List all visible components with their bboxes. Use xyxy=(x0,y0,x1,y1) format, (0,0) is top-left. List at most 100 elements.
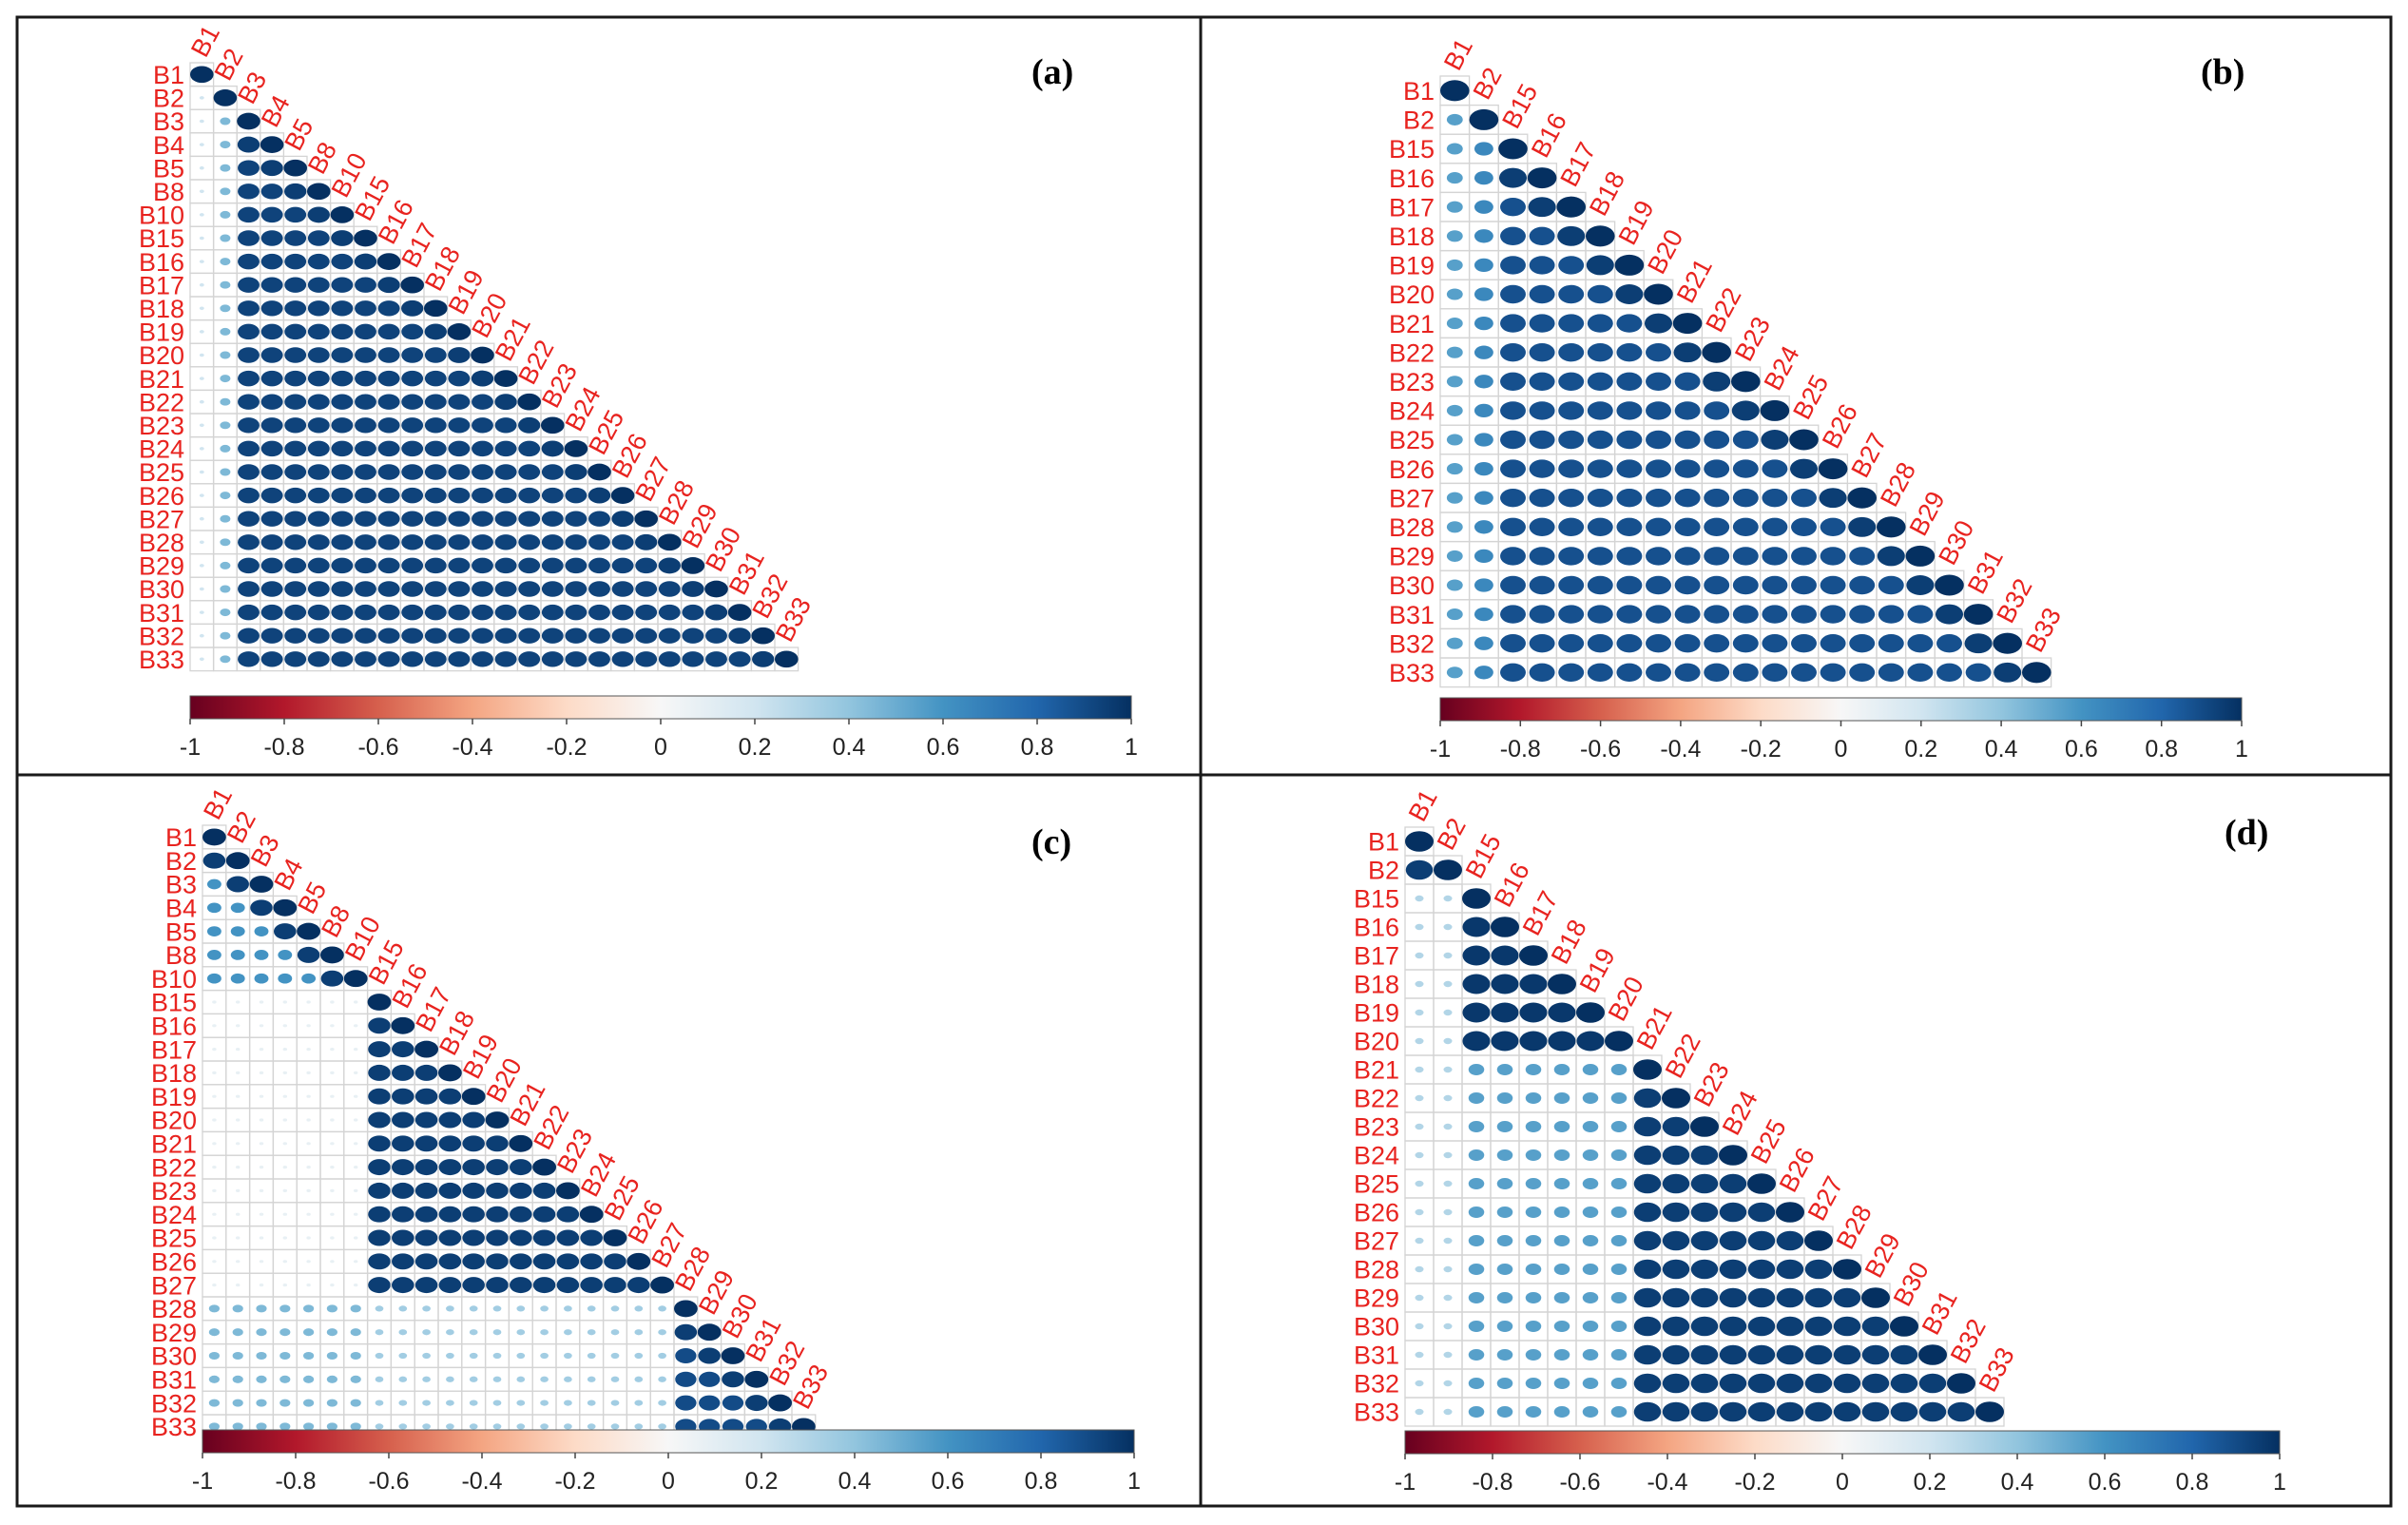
corr-ellipse-B30-B26 xyxy=(1820,575,1846,595)
corr-ellipse-B30-B18 xyxy=(1587,575,1613,595)
corr-ellipse-B33-B19 xyxy=(1582,1406,1599,1418)
corr-ellipse-B10-B2 xyxy=(230,973,245,984)
corr-ellipse-B17-B17 xyxy=(400,276,425,294)
corr-ellipse-B33-B19 xyxy=(1616,663,1643,682)
corr-ellipse-B23-B1 xyxy=(212,1188,217,1193)
row-label-B21: B21 xyxy=(1354,1056,1399,1085)
corr-ellipse-B23-B4 xyxy=(260,417,283,434)
colorbar-tick-label: -0.6 xyxy=(1580,736,1621,762)
corr-ellipse-B26-B2 xyxy=(1443,1208,1453,1216)
corr-ellipse-B32-B24 xyxy=(565,627,588,644)
corr-ellipse-B32-B2 xyxy=(1443,1380,1453,1387)
corr-ellipse-B24-B21 xyxy=(1633,1145,1662,1166)
corr-ellipse-B26-B17 xyxy=(401,487,424,504)
panel-d: (d) B1B2B15B16B17B18B19B20B21B22B23B24B2… xyxy=(1354,785,2286,1496)
corr-ellipse-B27-B26 xyxy=(1819,488,1847,509)
corr-ellipse-B25-B4 xyxy=(260,464,283,480)
corr-ellipse-B15-B8 xyxy=(307,230,330,246)
corr-ellipse-B30-B19 xyxy=(1616,575,1643,595)
corr-ellipse-B31-B18 xyxy=(1587,605,1613,624)
corr-ellipse-B19-B2 xyxy=(1474,258,1493,273)
corr-ellipse-B26-B21 xyxy=(1674,459,1701,478)
corr-ellipse-B25-B24 xyxy=(1719,1173,1747,1194)
corr-ellipse-B24-B2 xyxy=(1443,1151,1453,1159)
corr-ellipse-B32-B8 xyxy=(307,627,330,644)
corr-ellipse-B22-B1 xyxy=(1415,1094,1424,1102)
corr-ellipse-B31-B19 xyxy=(469,1376,478,1382)
row-label-B29: B29 xyxy=(1354,1284,1399,1313)
corr-ellipse-B32-B22 xyxy=(1704,634,1730,653)
corr-ellipse-B26-B2 xyxy=(1474,461,1493,476)
corr-ellipse-B33-B21 xyxy=(494,651,517,667)
corr-ellipse-B33-B18 xyxy=(446,1423,454,1430)
corr-ellipse-B32-B8 xyxy=(326,1399,337,1407)
corr-ellipse-B4-B1 xyxy=(206,902,222,914)
corr-ellipse-B33-B16 xyxy=(1496,1406,1513,1418)
corr-ellipse-B30-B28 xyxy=(1833,1316,1861,1337)
corr-ellipse-B27-B17 xyxy=(1525,1235,1542,1246)
corr-ellipse-B21-B17 xyxy=(1558,314,1585,333)
corr-ellipse-B22-B2 xyxy=(235,1165,241,1169)
corr-ellipse-B25-B17 xyxy=(1525,1178,1542,1189)
corr-ellipse-B8-B5 xyxy=(297,946,320,963)
corr-ellipse-B31-B21 xyxy=(1674,605,1701,624)
corr-ellipse-B32-B26 xyxy=(1820,634,1846,653)
corr-ellipse-B30-B3 xyxy=(256,1351,267,1361)
corr-ellipse-B20-B20 xyxy=(1644,283,1673,305)
corr-ellipse-B29-B25 xyxy=(1747,1287,1776,1308)
corr-ellipse-B27-B19 xyxy=(448,511,471,527)
corr-ellipse-B30-B23 xyxy=(541,581,564,597)
row-label-B2: B2 xyxy=(153,85,184,113)
colorbar-tick-label: -1 xyxy=(180,734,201,761)
corr-ellipse-B17-B1 xyxy=(212,1047,217,1052)
corr-ellipse-B15-B15 xyxy=(1462,888,1491,909)
corr-ellipse-B29-B2 xyxy=(1474,549,1493,564)
colorbar-tick-label: 0.2 xyxy=(1914,1469,1947,1496)
corr-ellipse-B23-B20 xyxy=(472,417,493,434)
corr-ellipse-B19-B19 xyxy=(1614,254,1645,276)
corr-ellipse-B28-B2 xyxy=(1474,520,1493,534)
corr-ellipse-B33-B22 xyxy=(540,1423,549,1430)
corr-ellipse-B31-B19 xyxy=(1582,1349,1599,1361)
corr-ellipse-B32-B5 xyxy=(284,627,307,644)
corr-ellipse-B30-B16 xyxy=(1529,575,1555,595)
corr-ellipse-B4-B4 xyxy=(273,898,298,917)
corr-ellipse-B3-B2 xyxy=(220,117,231,125)
row-label-B27: B27 xyxy=(139,505,184,533)
corr-ellipse-B23-B17 xyxy=(414,1182,438,1199)
corr-ellipse-B22-B5 xyxy=(306,1165,311,1169)
corr-ellipse-B32-B29 xyxy=(1861,1373,1890,1394)
corr-ellipse-B25-B15 xyxy=(1468,1178,1485,1189)
corr-ellipse-B24-B16 xyxy=(1496,1149,1513,1161)
corr-ellipse-B31-B19 xyxy=(448,604,471,621)
corr-ellipse-B28-B18 xyxy=(446,1305,454,1312)
corr-ellipse-B23-B19 xyxy=(1582,1121,1599,1132)
corr-ellipse-B27-B18 xyxy=(1587,489,1613,508)
row-label-B5: B5 xyxy=(165,917,197,946)
corr-ellipse-B22-B16 xyxy=(1496,1092,1513,1104)
corr-ellipse-B25-B23 xyxy=(1690,1173,1719,1194)
corr-ellipse-B16-B2 xyxy=(220,258,231,266)
row-label-B20: B20 xyxy=(1354,1028,1399,1056)
corr-ellipse-B27-B16 xyxy=(377,511,400,527)
corr-ellipse-B20-B1 xyxy=(1415,1037,1424,1045)
corr-ellipse-B28-B16 xyxy=(398,1305,408,1312)
corr-ellipse-B30-B24 xyxy=(587,1352,596,1360)
corr-ellipse-B30-B1 xyxy=(1415,1322,1424,1330)
row-label-B17: B17 xyxy=(1389,193,1435,222)
corr-ellipse-B29-B18 xyxy=(446,1329,454,1336)
corr-ellipse-B32-B25 xyxy=(1747,1373,1776,1394)
corr-ellipse-B5-B5 xyxy=(297,922,320,940)
corr-ellipse-B20-B8 xyxy=(330,1118,335,1122)
colorbar-tick-label: -0.4 xyxy=(1660,736,1701,762)
corr-ellipse-B26-B8 xyxy=(330,1260,335,1264)
corr-ellipse-B28-B24 xyxy=(587,1305,596,1312)
corr-ellipse-B21-B19 xyxy=(1616,314,1643,333)
corr-ellipse-B26-B19 xyxy=(462,1253,485,1270)
corr-ellipse-B32-B1 xyxy=(208,1399,220,1407)
corr-ellipse-B28-B2 xyxy=(220,538,231,547)
corr-ellipse-B16-B15 xyxy=(354,253,377,270)
row-label-B30: B30 xyxy=(139,575,184,604)
corr-ellipse-B26-B24 xyxy=(565,487,588,504)
corr-ellipse-B21-B21 xyxy=(1672,313,1703,335)
